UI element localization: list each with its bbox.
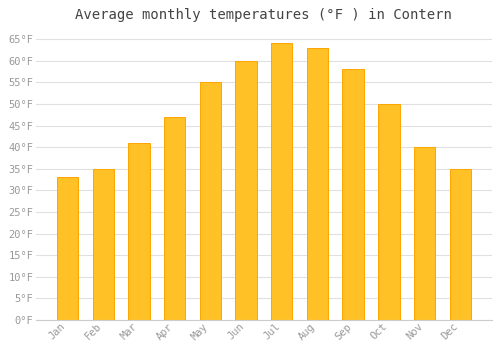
Bar [378, 104, 400, 320]
Bar [271, 43, 292, 320]
Bar [342, 69, 364, 320]
Bar [306, 48, 328, 320]
Bar [128, 143, 150, 320]
Bar [236, 61, 256, 320]
Bar [450, 169, 471, 320]
Bar [200, 82, 221, 320]
Title: Average monthly temperatures (°F ) in Contern: Average monthly temperatures (°F ) in Co… [76, 8, 452, 22]
Bar [414, 147, 436, 320]
Bar [92, 169, 114, 320]
Bar [57, 177, 78, 320]
Bar [164, 117, 186, 320]
